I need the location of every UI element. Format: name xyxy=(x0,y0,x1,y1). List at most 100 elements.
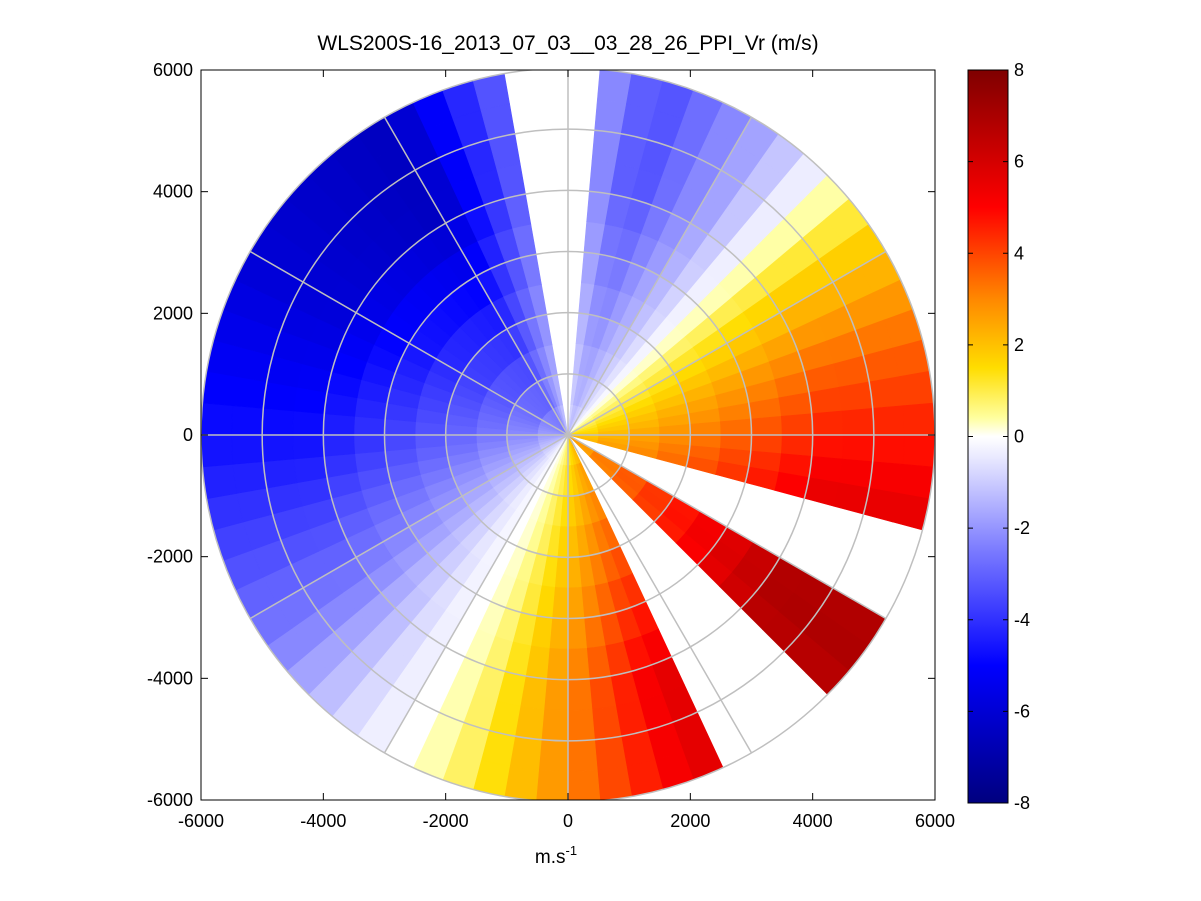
velocity-cell xyxy=(201,434,234,468)
velocity-cell xyxy=(567,708,595,742)
velocity-cell xyxy=(902,402,935,436)
velocity-cell xyxy=(546,647,569,680)
azimuth-spoke xyxy=(567,434,753,754)
plot-area xyxy=(201,70,935,800)
y-tick-label: 4000 xyxy=(153,182,193,202)
velocity-cell xyxy=(567,587,585,619)
velocity-cell xyxy=(868,461,904,494)
velocity-cell xyxy=(838,381,873,412)
colorbar xyxy=(967,69,1009,804)
velocity-cell xyxy=(594,99,627,135)
velocity-cell xyxy=(841,434,875,462)
velocity-cell xyxy=(567,769,601,800)
velocity-cell xyxy=(567,647,590,680)
velocity-cell xyxy=(803,477,840,507)
velocity-cell xyxy=(567,678,593,711)
velocity-cell xyxy=(872,434,905,465)
azimuth-spoke xyxy=(567,116,753,436)
azimuth-spoke xyxy=(567,250,887,436)
velocity-cell xyxy=(232,376,268,409)
velocity-cell xyxy=(538,739,569,772)
velocity-cell xyxy=(261,434,295,462)
velocity-cell xyxy=(750,434,783,454)
polar-grid xyxy=(201,70,935,800)
velocity-cell xyxy=(591,705,622,740)
velocity-cell xyxy=(720,418,752,436)
velocity-cell xyxy=(841,408,875,436)
velocity-cell xyxy=(543,678,569,711)
velocity-cell xyxy=(689,421,722,436)
velocity-cell xyxy=(596,70,633,105)
velocity-cell xyxy=(353,416,386,436)
velocity-cell xyxy=(780,434,813,457)
velocity-cell xyxy=(872,405,905,436)
azimuth-spoke xyxy=(383,434,569,754)
colorbar-tick-label: 4 xyxy=(1014,243,1024,263)
velocity-cell xyxy=(323,413,356,436)
velocity-sectors xyxy=(201,70,935,800)
x-axis-ticks: -6000 -4000 -2000 0 2000 4000 6000 xyxy=(178,70,955,831)
chart-title: WLS200S-16_2013_07_03__03_28_26_PPI_Vr (… xyxy=(317,32,818,55)
velocity-cell xyxy=(414,434,447,449)
velocity-cell xyxy=(780,413,813,436)
velocity-cell xyxy=(541,708,569,742)
velocity-cell xyxy=(811,410,844,436)
velocity-cell xyxy=(503,765,540,800)
colorbar-tick-label: 6 xyxy=(1014,152,1024,172)
y-tick-label: -2000 xyxy=(147,547,193,567)
velocity-cell xyxy=(549,617,569,650)
velocity-cell xyxy=(535,769,569,800)
velocity-cell xyxy=(750,416,783,436)
velocity-cell xyxy=(898,370,934,407)
velocity-cell xyxy=(868,376,904,409)
azimuth-spoke xyxy=(249,434,569,620)
velocity-cell xyxy=(567,739,598,772)
velocity-cell xyxy=(353,434,386,454)
y-axis-ticks: 6000 4000 2000 0 -2000 -4000 -6000 xyxy=(147,60,935,810)
colorbar-tick-label: -8 xyxy=(1014,793,1030,813)
velocity-cell xyxy=(263,458,298,489)
velocity-cell xyxy=(384,434,416,452)
x-tick-label: 6000 xyxy=(915,811,955,831)
velocity-cell xyxy=(898,463,934,500)
velocity-cell xyxy=(231,405,264,436)
y-tick-label: -4000 xyxy=(147,668,193,688)
colorbar-tick-label: -6 xyxy=(1014,701,1030,721)
velocity-cell xyxy=(202,370,238,407)
colorbar-ticks: 8 6 4 2 0 -2 -4 -6 -8 xyxy=(968,60,1030,813)
x-tick-label: -6000 xyxy=(178,811,224,831)
x-tick-label: -2000 xyxy=(423,811,469,831)
x-tick-label: -4000 xyxy=(300,811,346,831)
velocity-cell xyxy=(323,434,356,457)
velocity-cell xyxy=(231,434,264,465)
colorbar-tick-label: -4 xyxy=(1014,610,1030,630)
velocity-cell xyxy=(232,461,268,494)
x-axis-label: m.s-1 xyxy=(535,843,577,868)
velocity-cell xyxy=(567,617,587,650)
velocity-cell xyxy=(201,402,234,436)
velocity-cell xyxy=(202,463,238,500)
velocity-cell xyxy=(292,410,325,436)
velocity-cell xyxy=(261,408,295,436)
velocity-cell xyxy=(902,434,935,468)
velocity-cell xyxy=(811,434,844,460)
velocity-cell xyxy=(594,735,627,771)
velocity-cell xyxy=(292,434,325,460)
x-tick-label: 0 xyxy=(563,811,573,831)
x-tick-label: 2000 xyxy=(670,811,710,831)
x-tick-label: 4000 xyxy=(793,811,833,831)
azimuth-spoke xyxy=(383,116,569,436)
velocity-cell xyxy=(567,556,582,589)
colorbar-tick-label: -2 xyxy=(1014,518,1030,538)
y-tick-label: 6000 xyxy=(153,60,193,80)
y-tick-label: 2000 xyxy=(153,303,193,323)
colorbar-tick-label: 8 xyxy=(1014,60,1024,80)
colorbar-tick-label: 2 xyxy=(1014,335,1024,355)
azimuth-spoke xyxy=(249,250,569,436)
velocity-cell xyxy=(596,765,633,800)
y-tick-label: -6000 xyxy=(147,790,193,810)
azimuth-spoke xyxy=(567,434,887,620)
y-tick-label: 0 xyxy=(183,425,193,445)
velocity-cell xyxy=(509,735,542,771)
